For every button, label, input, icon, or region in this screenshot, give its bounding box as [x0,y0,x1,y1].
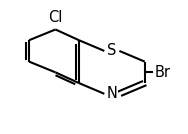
Text: S: S [107,43,117,58]
Text: Br: Br [154,65,170,80]
Text: Cl: Cl [48,10,63,25]
Text: N: N [106,86,117,101]
